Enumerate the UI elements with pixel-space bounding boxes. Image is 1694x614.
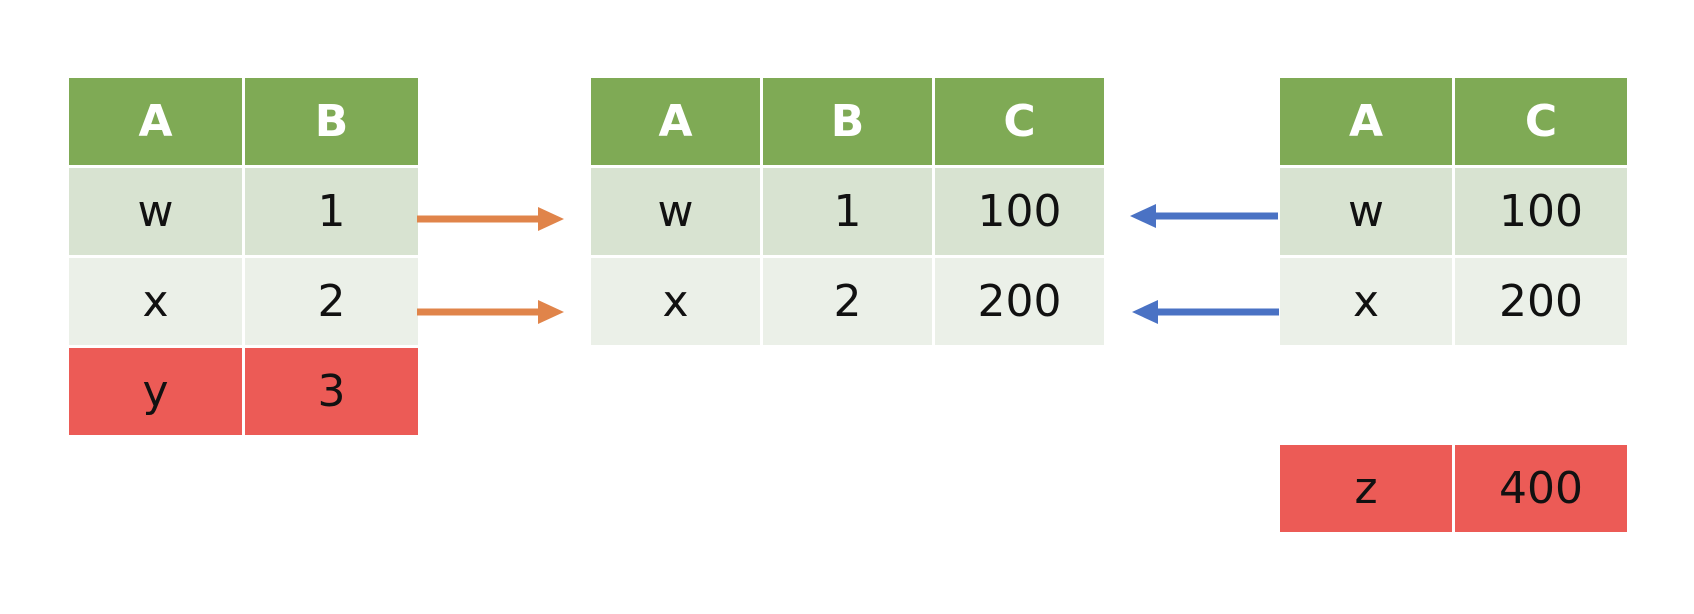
left-header-a: A <box>69 78 242 165</box>
middle-cell-x-b: 2 <box>763 258 932 345</box>
middle-header-a: A <box>591 78 760 165</box>
right-cell-z-a-unmatched: z <box>1280 445 1452 532</box>
right-cell-z-c-unmatched: 400 <box>1455 445 1627 532</box>
left-join-arrow-x <box>417 300 564 324</box>
left-join-arrow-w <box>417 207 564 231</box>
middle-table: A B C w 1 100 x 2 200 <box>591 78 1104 345</box>
left-cell-y-b-unmatched: 3 <box>245 348 418 435</box>
right-join-arrow-w <box>1130 204 1278 228</box>
middle-cell-x-c: 200 <box>935 258 1104 345</box>
left-cell-x-b: 2 <box>245 258 418 345</box>
right-header-a: A <box>1280 78 1452 165</box>
left-table: A B w 1 x 2 y 3 <box>69 78 418 435</box>
left-cell-w-b: 1 <box>245 168 418 255</box>
middle-cell-w-a: w <box>591 168 760 255</box>
left-cell-w-a: w <box>69 168 242 255</box>
right-unmatched-row: z 400 <box>1280 445 1627 532</box>
right-cell-w-c: 100 <box>1455 168 1627 255</box>
middle-header-c: C <box>935 78 1104 165</box>
right-cell-x-a: x <box>1280 258 1452 345</box>
middle-cell-w-c: 100 <box>935 168 1104 255</box>
left-cell-y-a-unmatched: y <box>69 348 242 435</box>
right-join-arrow-x <box>1132 300 1279 324</box>
middle-header-b: B <box>763 78 932 165</box>
middle-cell-x-a: x <box>591 258 760 345</box>
right-cell-x-c: 200 <box>1455 258 1627 345</box>
middle-cell-w-b: 1 <box>763 168 932 255</box>
left-cell-x-a: x <box>69 258 242 345</box>
right-table: A C w 100 x 200 <box>1280 78 1627 345</box>
left-header-b: B <box>245 78 418 165</box>
right-cell-w-a: w <box>1280 168 1452 255</box>
right-header-c: C <box>1455 78 1627 165</box>
